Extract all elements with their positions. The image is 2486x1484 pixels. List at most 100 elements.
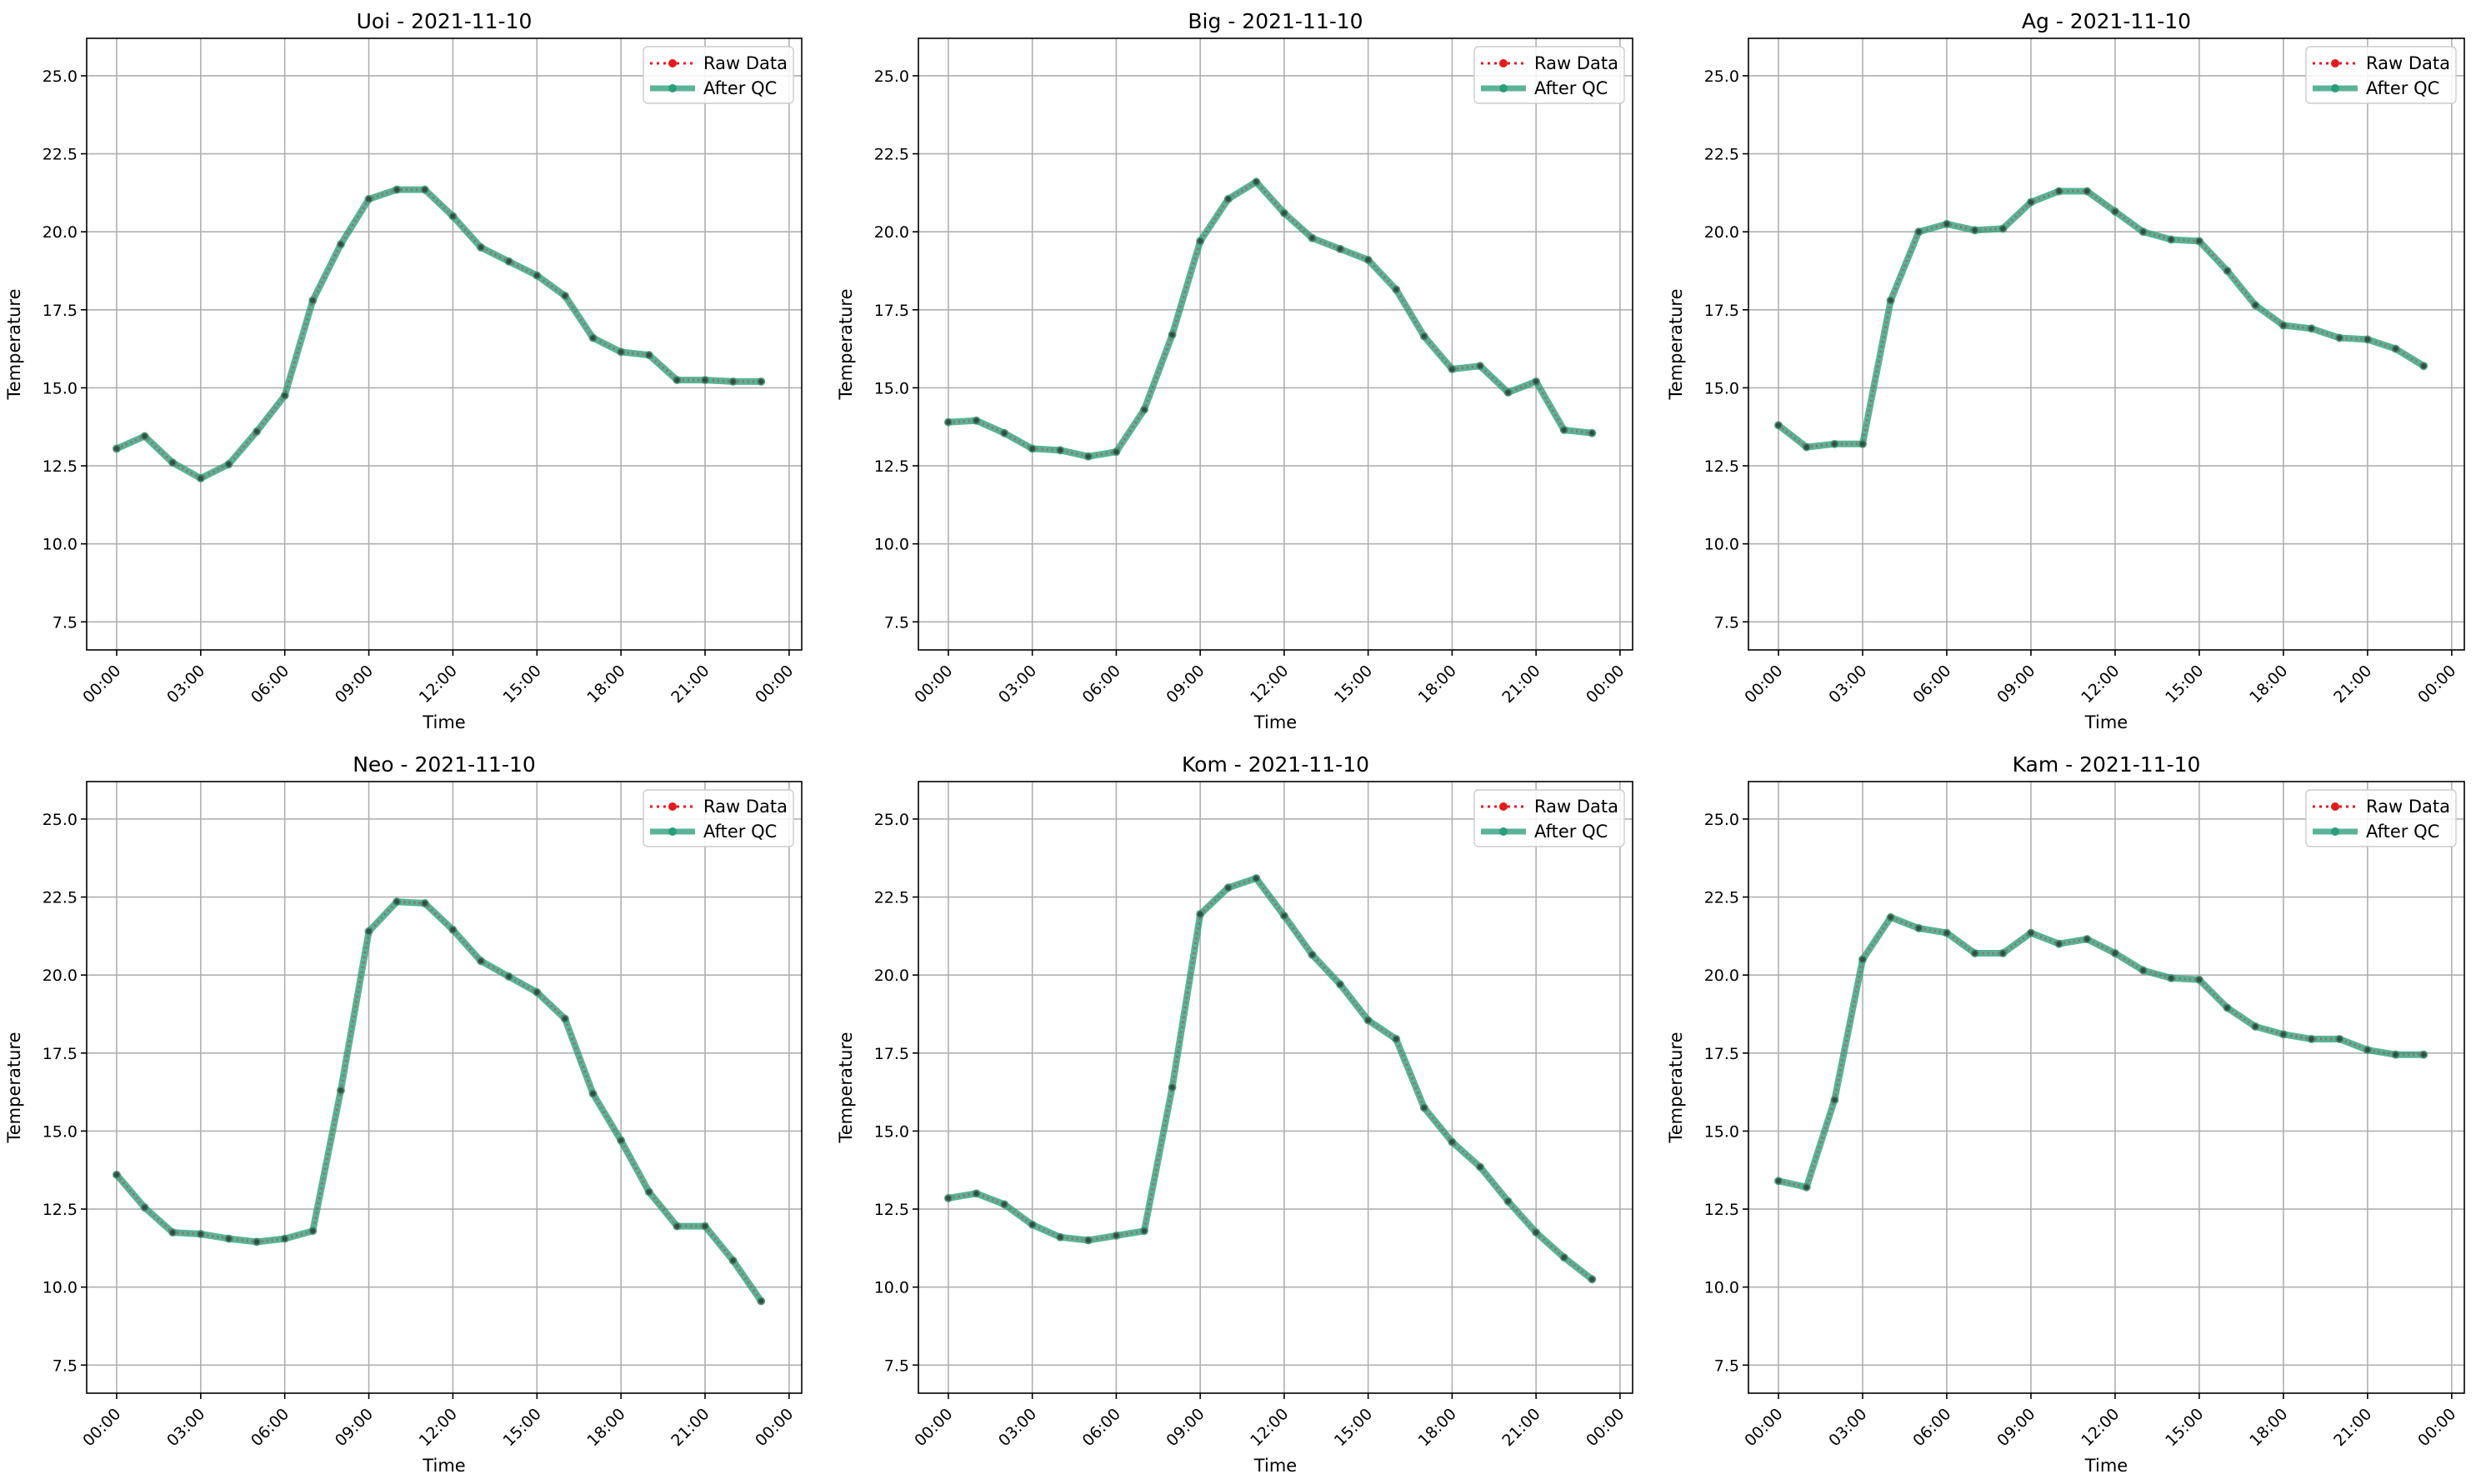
x-tick-label: 00:00 xyxy=(1583,662,1628,707)
marker-center xyxy=(1803,1184,1809,1190)
marker-center xyxy=(2056,941,2062,947)
marker-center xyxy=(2084,188,2090,194)
legend: Raw Data After QC xyxy=(1473,789,1625,847)
marker-center xyxy=(674,1223,680,1229)
y-tick-label: 10.0 xyxy=(43,536,78,554)
x-tick-label: 06:00 xyxy=(1079,1405,1124,1450)
marker-center xyxy=(1225,196,1231,202)
marker-center xyxy=(2280,1032,2286,1037)
x-tick-label: 18:00 xyxy=(2246,662,2291,707)
marker-center xyxy=(226,1236,232,1242)
y-tick-label: 22.5 xyxy=(43,889,78,907)
marker-center xyxy=(1309,235,1315,241)
x-tick-label: 00:00 xyxy=(752,662,797,707)
y-tick-label: 22.5 xyxy=(43,146,78,164)
marker-center xyxy=(1533,1230,1539,1236)
chart-title: Neo - 2021-11-10 xyxy=(353,752,536,777)
x-tick-label: 09:00 xyxy=(1993,1405,2038,1450)
marker-center xyxy=(2308,326,2314,332)
marker-center xyxy=(2280,322,2286,328)
x-axis-label: Time xyxy=(422,1456,465,1476)
y-tick-label: 7.5 xyxy=(53,613,78,632)
series-line-after-qc xyxy=(113,186,765,482)
legend-label-raw-data: Raw Data xyxy=(2366,53,2450,73)
legend-label-after-qc: After QC xyxy=(703,822,777,842)
x-tick-label: 21:00 xyxy=(2330,662,2375,707)
marker-center xyxy=(1972,950,1978,956)
legend-marker-raw-data xyxy=(1499,802,1508,811)
marker-center xyxy=(198,1232,203,1237)
x-tick-label: 12:00 xyxy=(2078,1405,2123,1450)
plot-frame xyxy=(918,37,1633,651)
x-tick-label: 18:00 xyxy=(583,1405,628,1450)
marker-center xyxy=(1142,407,1148,412)
legend-label-raw-data: Raw Data xyxy=(2366,797,2450,817)
y-tick-label: 12.5 xyxy=(874,1201,909,1219)
series-line-raw-data xyxy=(116,188,762,480)
marker-center xyxy=(1477,363,1483,369)
x-tick-label: 03:00 xyxy=(1825,662,1870,707)
marker-center xyxy=(478,244,484,250)
legend: Raw Data After QC xyxy=(2305,789,2457,847)
marker-center xyxy=(366,928,372,934)
chart-panel-6: 00:00 03:00 06:00 09:00 12:00 15:00 18:00 21:00… xyxy=(1666,752,2465,1476)
marker-center xyxy=(1225,885,1231,891)
legend-label-after-qc: After QC xyxy=(1534,78,1608,98)
marker-center xyxy=(226,462,232,467)
x-tick-label: 00:00 xyxy=(2414,1405,2459,1450)
marker-center xyxy=(2168,237,2174,242)
y-tick-label: 15.0 xyxy=(874,379,909,397)
marker-center xyxy=(394,187,400,192)
x-tick-label: 12:00 xyxy=(1247,1405,1292,1450)
marker-center xyxy=(2084,937,2090,942)
chart-title: Kam - 2021-11-10 xyxy=(2013,752,2201,777)
marker-center xyxy=(534,989,540,995)
marker-center xyxy=(2308,1036,2314,1042)
legend-label-raw-data: Raw Data xyxy=(703,53,788,73)
marker-center xyxy=(2196,977,2202,982)
y-tick-label: 12.5 xyxy=(1704,457,1739,476)
marker-center xyxy=(1281,913,1287,919)
legend-label-raw-data: Raw Data xyxy=(1534,797,1618,817)
marker-center xyxy=(1449,1139,1455,1145)
marker-center xyxy=(394,899,400,905)
y-tick-label: 15.0 xyxy=(43,1122,78,1141)
y-tick-label: 20.0 xyxy=(874,223,909,242)
marker-center xyxy=(758,1298,764,1304)
marker-center xyxy=(1085,453,1091,459)
marker-center xyxy=(1421,333,1427,339)
marker-center xyxy=(506,258,512,264)
marker-center xyxy=(618,349,624,355)
marker-center xyxy=(310,297,316,303)
legend-label-after-qc: After QC xyxy=(703,78,777,98)
marker-center xyxy=(113,446,119,452)
marker-center xyxy=(282,392,288,398)
marker-center xyxy=(1421,1105,1427,1111)
y-tick-label: 10.0 xyxy=(1704,536,1739,554)
marker-center xyxy=(2421,363,2427,369)
series-line-after-qc xyxy=(1775,913,2428,1191)
y-tick-label: 15.0 xyxy=(43,379,78,397)
marker-center xyxy=(1113,449,1119,455)
y-axis-label: Temperature xyxy=(1666,1032,1686,1143)
x-tick-label: 03:00 xyxy=(995,662,1040,707)
marker-center xyxy=(1589,430,1595,436)
marker-center xyxy=(1393,1036,1399,1042)
y-tick-label: 12.5 xyxy=(1704,1201,1739,1219)
plot-frame xyxy=(1748,781,2465,1394)
marker-center xyxy=(2421,1052,2427,1057)
marker-center xyxy=(254,1239,260,1245)
marker-center xyxy=(2224,1005,2230,1011)
marker-center xyxy=(1338,246,1343,252)
chart-panel-2: 00:00 03:00 06:00 09:00 12:00 15:00 18:00 21:00… xyxy=(836,9,1633,732)
marker-center xyxy=(2140,229,2146,235)
y-tick-label: 7.5 xyxy=(53,1357,78,1375)
legend-marker-after-qc xyxy=(668,827,677,836)
series-line-raw-data xyxy=(115,900,763,1302)
marker-center xyxy=(1916,926,1922,932)
legend: Raw Data After QC xyxy=(2305,46,2457,104)
chart-title: Kom - 2021-11-10 xyxy=(1182,752,1369,777)
y-tick-label: 25.0 xyxy=(1704,811,1739,829)
y-tick-label: 10.0 xyxy=(874,1279,909,1297)
